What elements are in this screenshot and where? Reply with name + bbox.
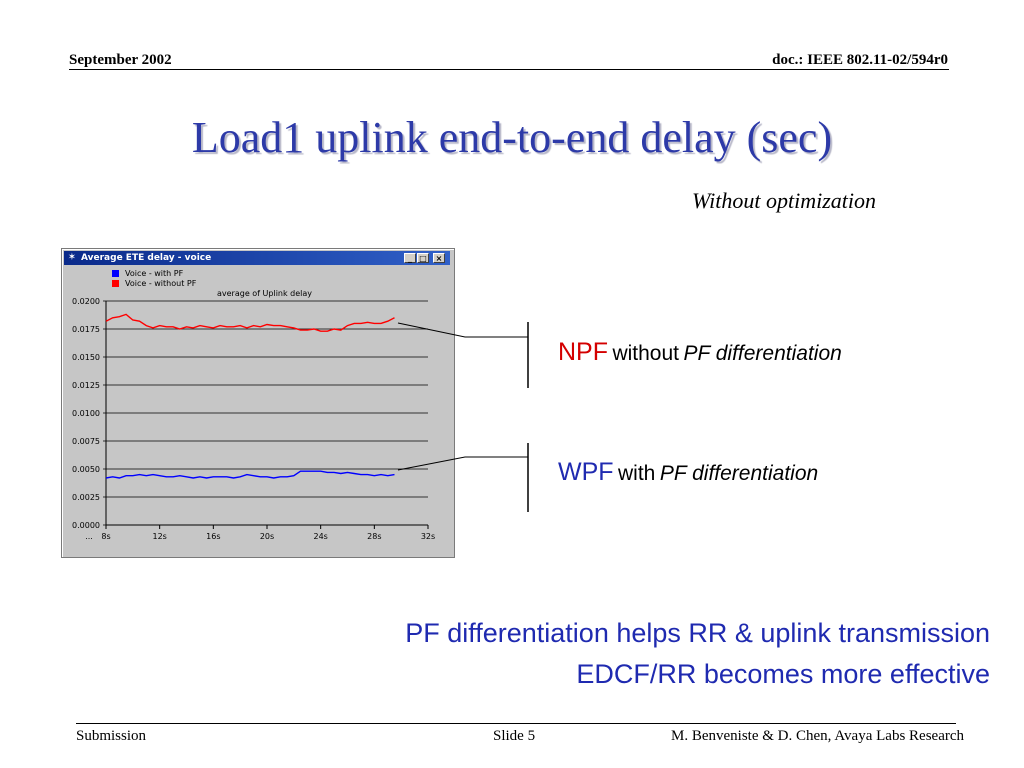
window-title: Average ETE delay - voice	[81, 253, 212, 263]
x-tick-label: 32s	[421, 532, 435, 541]
wpf-leader-line	[397, 456, 528, 471]
y-tick-label: 0.0050	[72, 465, 100, 474]
window-titlebar[interactable]: ✶ Average ETE delay - voice _ □ ×	[64, 251, 450, 265]
y-tick-label: 0.0175	[72, 325, 100, 334]
npf-word: without	[612, 342, 679, 365]
footer-submission: Submission	[76, 728, 147, 744]
legend-label-with-pf: Voice - with PF	[125, 269, 184, 278]
legend-swatch-without-pf	[112, 280, 119, 287]
legend-item-without-pf: Voice - without PF	[112, 279, 196, 288]
y-tick-label: 0.0150	[72, 353, 100, 362]
npf-annotation: NPF without PF differentiation	[558, 338, 842, 367]
npf-leader-line	[397, 322, 528, 338]
slide-title: Load1 uplink end-to-end delay (sec)	[191, 113, 833, 162]
conclusion-line-1: PF differentiation helps RR & uplink tra…	[405, 618, 990, 648]
footer-slide-number: Slide 5	[493, 728, 536, 744]
wpf-annotation: WPF with PF differentiation	[558, 458, 818, 487]
wpf-word: with	[618, 462, 656, 485]
npf-phrase: PF differentiation	[683, 342, 842, 365]
y-tick-label: 0.0025	[72, 493, 100, 502]
x-tick-label: 8s	[101, 532, 110, 541]
header-rule	[69, 69, 949, 70]
conclusion-line-2: EDCF/RR becomes more effective	[576, 659, 990, 689]
legend-label-without-pf: Voice - without PF	[125, 279, 197, 288]
close-icon[interactable]: ×	[433, 253, 445, 263]
y-tick-label: 0.0000	[72, 521, 100, 530]
footer-rule	[76, 723, 956, 724]
header-date: September 2002	[69, 52, 172, 68]
y-tick-label: 0.0075	[72, 437, 100, 446]
chart-window: ✶ Average ETE delay - voice _ □ × Voice …	[61, 248, 455, 558]
chart-plot: 0.0000 0.0025 0.0050 0.0075 0.0100 0.0125 0.01…	[72, 297, 435, 541]
minimize-icon[interactable]: _	[404, 253, 416, 263]
x-axis-prefix: ...	[85, 532, 93, 541]
series-line-without-pf	[105, 313, 395, 332]
x-tick-label: 20s	[260, 532, 274, 541]
x-tick-label: 24s	[313, 532, 327, 541]
x-tick-label: 12s	[152, 532, 166, 541]
wpf-abbr: WPF	[558, 458, 614, 486]
y-tick-label: 0.0125	[72, 381, 100, 390]
maximize-icon[interactable]: □	[417, 253, 429, 263]
series-line-with-pf	[105, 470, 395, 479]
y-tick-label: 0.0200	[72, 297, 100, 306]
footer-authors: M. Benveniste & D. Chen, Avaya Labs Rese…	[671, 728, 964, 744]
header-doc-id: doc.: IEEE 802.11-02/594r0	[772, 52, 948, 68]
legend-item-with-pf: Voice - with PF	[112, 269, 183, 278]
x-tick-label: 28s	[367, 532, 381, 541]
app-icon: ✶	[67, 252, 77, 263]
slide-subtitle: Without optimization	[692, 188, 876, 213]
y-tick-label: 0.0100	[72, 409, 100, 418]
legend-swatch-with-pf	[112, 270, 119, 277]
npf-abbr: NPF	[558, 338, 608, 366]
wpf-phrase: PF differentiation	[659, 462, 819, 485]
chart-title: average of Uplink delay	[217, 289, 313, 298]
x-tick-label: 16s	[206, 532, 220, 541]
